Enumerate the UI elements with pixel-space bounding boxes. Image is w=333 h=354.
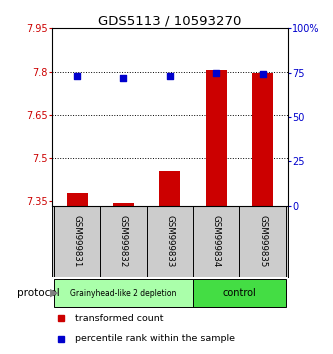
Point [213, 70, 219, 75]
Text: GSM999831: GSM999831 [73, 215, 82, 268]
Point [260, 72, 265, 77]
Bar [160, 171, 180, 206]
Bar [54, 279, 193, 307]
Point [75, 73, 80, 79]
Text: control: control [222, 288, 256, 298]
Text: Grainyhead-like 2 depletion: Grainyhead-like 2 depletion [70, 289, 177, 298]
Bar [193, 279, 286, 307]
Text: GSM999835: GSM999835 [258, 215, 267, 268]
Bar [252, 73, 273, 206]
Text: percentile rank within the sample: percentile rank within the sample [75, 334, 235, 343]
Text: GSM999833: GSM999833 [165, 215, 174, 268]
Text: transformed count: transformed count [75, 314, 164, 323]
Title: GDS5113 / 10593270: GDS5113 / 10593270 [98, 14, 241, 27]
Bar [113, 203, 134, 206]
Text: ▶: ▶ [50, 288, 59, 298]
Bar [206, 70, 227, 206]
Point [167, 73, 172, 79]
Point [121, 75, 126, 81]
Text: GSM999834: GSM999834 [212, 215, 221, 268]
Text: GSM999832: GSM999832 [119, 215, 128, 268]
Text: protocol: protocol [17, 288, 60, 298]
Bar [67, 193, 88, 206]
